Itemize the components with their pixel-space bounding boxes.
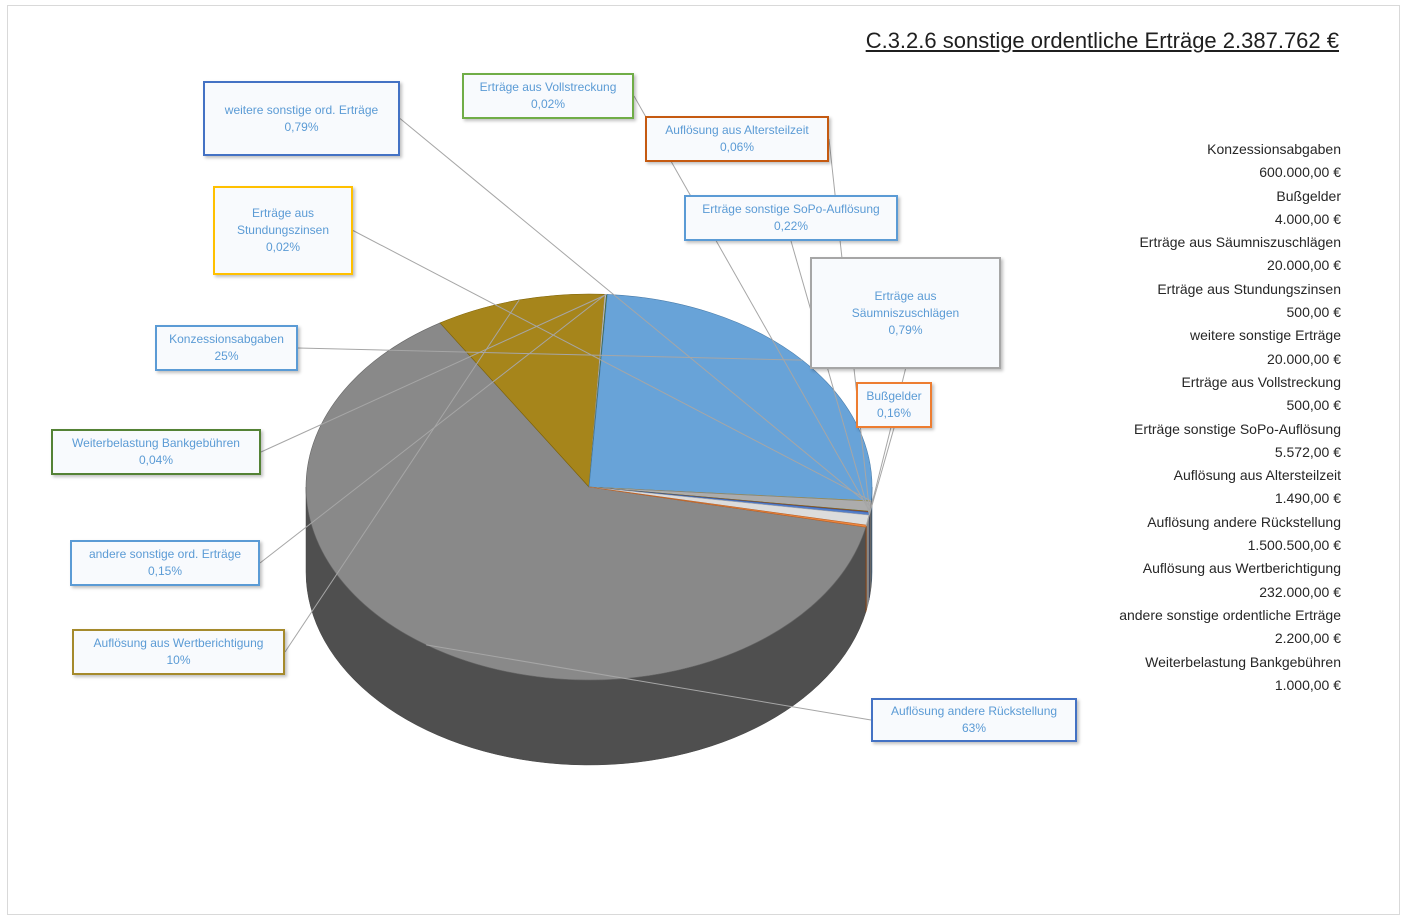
callout-percent: 10% xyxy=(166,652,190,669)
legend-name: andere sonstige ordentliche Erträge xyxy=(1041,604,1341,627)
callout-percent: 25% xyxy=(214,348,238,365)
callout-percent: 0,22% xyxy=(774,218,808,235)
legend-amount: 1.500.500,00 € xyxy=(1041,534,1341,557)
legend-amount: 232.000,00 € xyxy=(1041,581,1341,604)
legend-name: Erträge aus Vollstreckung xyxy=(1041,371,1341,394)
callout-percent: 0,79% xyxy=(284,119,318,136)
callout-sopo-aufloesung: Erträge sonstige SoPo-Auflösung 0,22% xyxy=(684,195,898,241)
callout-weiterbelastung: Weiterbelastung Bankgebühren 0,04% xyxy=(51,429,261,475)
legend-name: Erträge aus Stundungszinsen xyxy=(1041,278,1341,301)
legend-name: weitere sonstige Erträge xyxy=(1041,324,1341,347)
pie-side-bu-gelder xyxy=(866,525,867,612)
callout-label: Auflösung andere Rückstellung xyxy=(891,703,1057,720)
legend-amount: 1.490,00 € xyxy=(1041,487,1341,510)
legend-name: Auflösung aus Altersteilzeit xyxy=(1041,464,1341,487)
legend-name: Bußgelder xyxy=(1041,185,1341,208)
legend-amount: 4.000,00 € xyxy=(1041,208,1341,231)
legend-amount: 1.000,00 € xyxy=(1041,674,1341,697)
callout-vollstreckung: Erträge aus Vollstreckung 0,02% xyxy=(462,73,634,119)
legend-name: Erträge sonstige SoPo-Auflösung xyxy=(1041,418,1341,441)
callout-andere-sonstige: andere sonstige ord. Erträge 0,15% xyxy=(70,540,260,586)
legend-amount: 20.000,00 € xyxy=(1041,254,1341,277)
callout-bussgelder: Bußgelder 0,16% xyxy=(856,382,932,428)
legend-amount: 20.000,00 € xyxy=(1041,348,1341,371)
callout-label: Weiterbelastung Bankgebühren xyxy=(72,435,240,452)
callout-konzessionsabgaben: Konzessionsabgaben 25% xyxy=(155,325,298,371)
callout-percent: 0,02% xyxy=(531,96,565,113)
callout-percent: 0,79% xyxy=(888,322,922,339)
callout-label: weitere sonstige ord. Erträge xyxy=(225,102,378,119)
callout-label: Konzessionsabgaben xyxy=(169,331,284,348)
legend-name: Weiterbelastung Bankgebühren xyxy=(1041,651,1341,674)
callout-saeumniszuschlaege: Erträge aus Säumniszuschlägen 0,79% xyxy=(810,257,1001,369)
legend-amount: 600.000,00 € xyxy=(1041,161,1341,184)
callout-percent: 0,15% xyxy=(148,563,182,580)
legend-amount: 5.572,00 € xyxy=(1041,441,1341,464)
callout-label: Auflösung aus Wertberichtigung xyxy=(94,635,264,652)
legend-amount: 500,00 € xyxy=(1041,301,1341,324)
legend-name: Auflösung aus Wertberichtigung xyxy=(1041,557,1341,580)
callout-label: Erträge aus Vollstreckung xyxy=(480,79,617,96)
callout-percent: 0,16% xyxy=(877,405,911,422)
pie-side-ertr-ge-aus-s-umniszuschl-gen xyxy=(866,515,869,610)
legend-name: Konzessionsabgaben xyxy=(1041,138,1341,161)
legend-amount: 500,00 € xyxy=(1041,394,1341,417)
callout-label: Erträge aus Säumniszuschlägen xyxy=(836,288,976,322)
callout-label: andere sonstige ord. Erträge xyxy=(89,546,241,563)
callout-stundungszinsen: Erträge aus Stundungszinsen 0,02% xyxy=(213,186,353,275)
callout-weitere-sonstige: weitere sonstige ord. Erträge 0,79% xyxy=(203,81,400,156)
callout-altersteilzeit: Auflösung aus Altersteilzeit 0,06% xyxy=(645,116,829,162)
callout-label: Erträge sonstige SoPo-Auflösung xyxy=(702,201,879,218)
legend-amount: 2.200,00 € xyxy=(1041,627,1341,650)
callout-percent: 63% xyxy=(962,720,986,737)
pie-top xyxy=(306,294,872,680)
callout-label: Auflösung aus Altersteilzeit xyxy=(665,122,808,139)
callout-label: Bußgelder xyxy=(866,388,921,405)
legend-name: Erträge aus Säumniszuschlägen xyxy=(1041,231,1341,254)
legend-name: Auflösung andere Rückstellung xyxy=(1041,511,1341,534)
callout-percent: 0,06% xyxy=(720,139,754,156)
callout-percent: 0,04% xyxy=(139,452,173,469)
callout-percent: 0,02% xyxy=(266,239,300,256)
callout-aufloesung-wertberichtigung: Auflösung aus Wertberichtigung 10% xyxy=(72,629,285,675)
callout-aufloesung-andere-rueckstellung: Auflösung andere Rückstellung 63% xyxy=(871,698,1077,742)
callout-label: Erträge aus Stundungszinsen xyxy=(233,205,333,239)
